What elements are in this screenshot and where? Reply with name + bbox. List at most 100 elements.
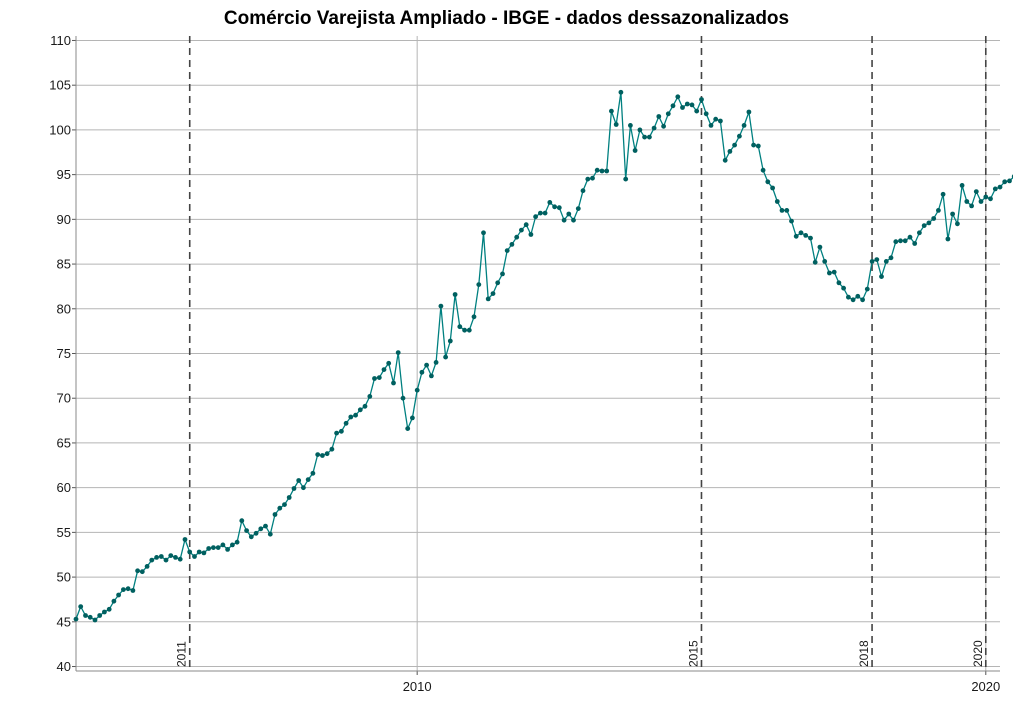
data-point [343,420,349,426]
data-point [533,214,538,220]
data-point [154,555,160,560]
data-point [1007,178,1012,184]
data-point [419,369,425,375]
data-point [774,199,780,204]
data-point [566,211,572,217]
data-point [538,210,543,216]
data-point [523,222,529,228]
data-point [443,354,448,360]
data-point [590,175,595,181]
data-point [661,123,666,129]
data-point [73,616,79,622]
data-point [955,221,960,227]
data-point [452,292,458,297]
data-point [391,380,396,386]
data-point [339,428,344,434]
data-point [353,412,358,418]
y-tick-label: 90 [57,212,71,227]
data-point [623,176,629,182]
data-point [315,452,321,457]
data-point [741,123,747,128]
data-point [230,542,235,548]
data-point [500,271,505,277]
data-point [168,553,174,558]
data-point [509,242,515,247]
y-tick-label: 60 [57,480,71,495]
data-point [831,269,837,275]
data-point [561,217,567,223]
data-point [277,505,283,511]
data-point [320,453,325,458]
data-point [485,296,491,302]
data-point [92,617,98,623]
data-point [310,470,316,476]
data-point [860,297,865,303]
data-point [424,362,429,368]
data-point [542,210,548,216]
data-point [694,108,700,114]
data-point [457,324,463,330]
vertical-marker-label: 2020 [971,640,985,667]
data-point [514,234,520,240]
data-point [973,189,979,195]
data-point [248,534,254,540]
data-point [950,211,955,217]
data-point [571,217,576,223]
data-point [324,451,330,457]
data-point [367,394,373,399]
data-point [182,537,188,542]
data-point [969,203,974,209]
y-tick-label: 85 [57,257,71,272]
data-point [940,191,946,197]
data-point [481,230,486,236]
y-tick-label: 100 [49,122,71,137]
data-point [917,230,922,236]
data-point [988,196,993,202]
data-point [760,167,766,173]
data-point [803,233,809,238]
data-point [978,199,984,204]
data-point [651,125,657,131]
data-point [812,259,818,265]
data-point [888,255,894,261]
data-point [580,188,586,194]
data-point [898,238,903,244]
data-point [732,142,737,148]
data-point [931,216,937,221]
data-point [609,108,614,114]
data-point [462,327,467,333]
y-tick-label: 110 [50,33,71,48]
data-point [737,133,742,139]
data-point [585,176,591,182]
data-point [874,257,880,262]
data-point [718,118,723,124]
data-point [111,598,117,604]
data-point [770,185,775,191]
data-point [429,373,434,379]
data-point [722,157,728,163]
y-tick-label: 105 [49,78,71,93]
y-tick-label: 75 [57,346,71,361]
data-point [433,360,439,365]
data-point [827,270,832,276]
data-point [808,235,813,241]
data-point [305,477,311,482]
data-point [727,149,733,154]
data-point [983,194,989,200]
data-point [381,367,387,372]
data-point [684,101,690,107]
data-point [234,539,240,545]
data-point [765,179,771,185]
data-point [647,134,652,140]
data-point [997,184,1003,190]
data-point [964,199,970,204]
grid [76,36,1000,671]
data-point [78,604,84,609]
data-point [121,587,126,592]
y-tick-label: 50 [57,570,71,585]
data-point [372,376,377,381]
data-point [139,569,145,575]
data-point [779,208,785,213]
data-point [187,549,193,555]
data-point [817,244,823,250]
